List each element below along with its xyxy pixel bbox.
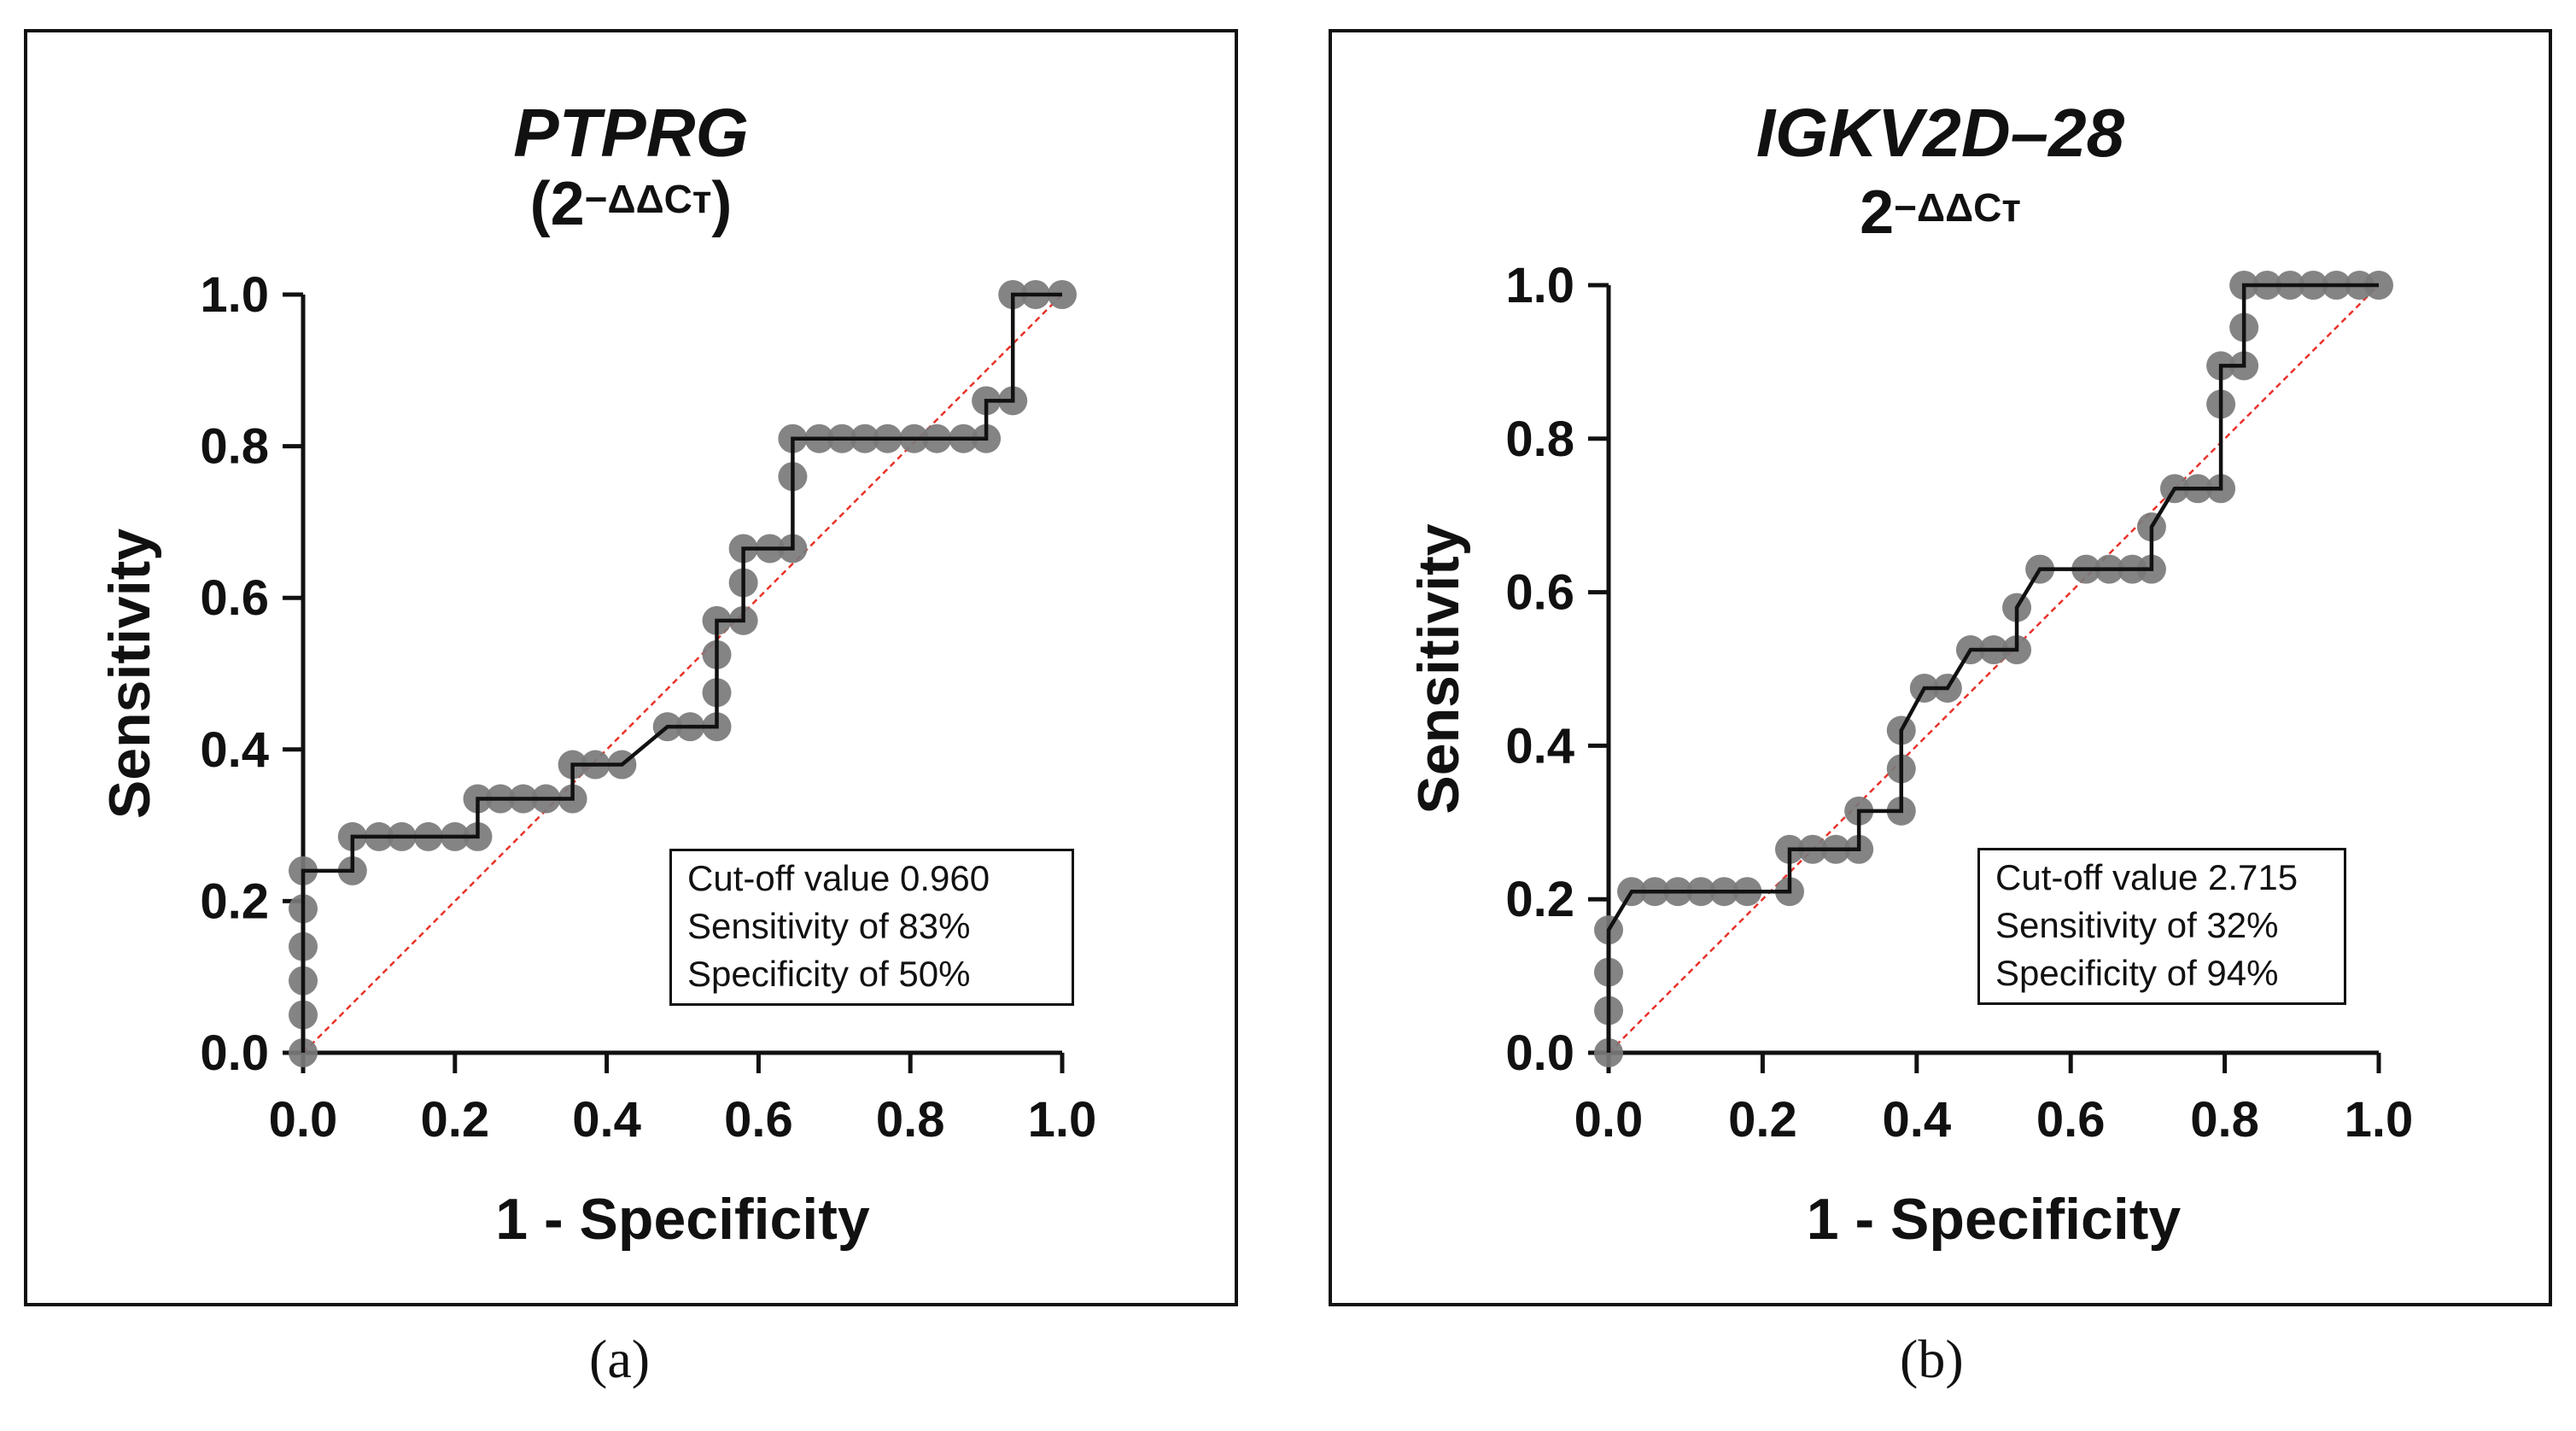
cutoff-value-text: Cut-off value 0.960 [687, 858, 990, 898]
caption-b: (b) [1900, 1329, 1964, 1389]
roc-chart-a: 0.0 0.2 0.4 0.6 0.8 1.0 0.0 0.2 0.4 0.6 0.8 1.0 1 - … [97, 267, 1097, 1252]
y-tick-label: 0.2 [200, 873, 269, 929]
stat-annotation-box: Cut-off value 2.715 Sensitivity of 32% S… [1977, 848, 2346, 1005]
sensitivity-text: Sensitivity of 32% [1995, 905, 2279, 945]
cutoff-value-text: Cut-off value 2.715 [1995, 857, 2299, 897]
caption-a: (a) [589, 1329, 651, 1389]
x-tick-label: 0.4 [1882, 1092, 1951, 1148]
y-tick-label: 0.2 [1505, 872, 1574, 927]
y-axis-title: Sensitivity [97, 529, 162, 819]
x-tick-label: 0.6 [724, 1092, 793, 1148]
y-tick-label: 0.6 [1505, 565, 1574, 621]
chart-subtitle: 2−ΔΔCт [1332, 178, 2549, 248]
y-tick-label: 0.6 [200, 570, 269, 626]
x-axis-title: 1 - Specificity [495, 1187, 870, 1252]
y-tick-label: 0.4 [1505, 718, 1574, 774]
roc-chart-b: 0.0 0.2 0.4 0.6 0.8 1.0 0.0 0.2 0.4 0.6 0.8 1.0 1 - … [1406, 258, 2414, 1252]
x-tick-label: 0.4 [572, 1092, 641, 1148]
x-axis-title: 1 - Specificity [1807, 1187, 2182, 1252]
x-tick-label: 0.2 [1728, 1092, 1797, 1148]
y-tick-label: 0.0 [1505, 1025, 1574, 1081]
specificity-text: Specificity of 94% [1995, 953, 2279, 993]
x-tick-label: 0.8 [2190, 1092, 2259, 1148]
chart-title: PTPRG [513, 95, 749, 171]
chart-title: IGKV2D–28 [1755, 95, 2125, 171]
specificity-text: Specificity of 50% [687, 954, 971, 994]
y-tick-label: 1.0 [1505, 258, 1574, 313]
panel-a: PTPRG (2−ΔΔCт) 0.0 0.2 0.4 0.6 0.8 1.0 0.0 0.2 0… [24, 29, 1238, 1306]
reference-diagonal-line [1608, 284, 2380, 1054]
x-tick-label: 0.0 [1574, 1092, 1644, 1148]
sensitivity-text: Sensitivity of 83% [687, 906, 971, 946]
subtitle-exponent: −ΔΔCт [1894, 185, 2021, 230]
x-tick-label: 0.8 [876, 1092, 945, 1148]
panel-b: IGKV2D–28 2−ΔΔCт 0.0 0.2 0.4 0.6 0.8 1.0 0.0 0.… [1329, 29, 2552, 1306]
y-tick-label: 1.0 [200, 267, 269, 323]
roc-curve-line [301, 292, 1062, 1053]
subtitle-base: 2 [1860, 178, 1895, 247]
x-tick-label: 0.6 [2036, 1092, 2106, 1148]
y-axis-title: Sensitivity [1406, 523, 1471, 814]
y-tick-label: 0.8 [200, 419, 269, 475]
subtitle-base: (2 [529, 170, 585, 238]
x-tick-label: 1.0 [1028, 1092, 1097, 1148]
subtitle-close: ) [711, 170, 733, 238]
y-tick-label: 0.4 [200, 722, 269, 778]
x-tick-label: 0.2 [420, 1092, 489, 1148]
x-tick-label: 0.0 [269, 1092, 338, 1148]
roc-curve-line [1606, 283, 2379, 1053]
subtitle-exponent: −ΔΔCт [584, 177, 712, 221]
y-tick-label: 0.0 [200, 1025, 269, 1081]
x-tick-label: 1.0 [2345, 1092, 2414, 1148]
reference-diagonal-line [302, 294, 1063, 1054]
stat-annotation-box: Cut-off value 0.960 Sensitivity of 83% S… [669, 849, 1074, 1006]
y-tick-label: 0.8 [1505, 412, 1574, 467]
chart-subtitle: (2−ΔΔCт) [27, 169, 1235, 239]
